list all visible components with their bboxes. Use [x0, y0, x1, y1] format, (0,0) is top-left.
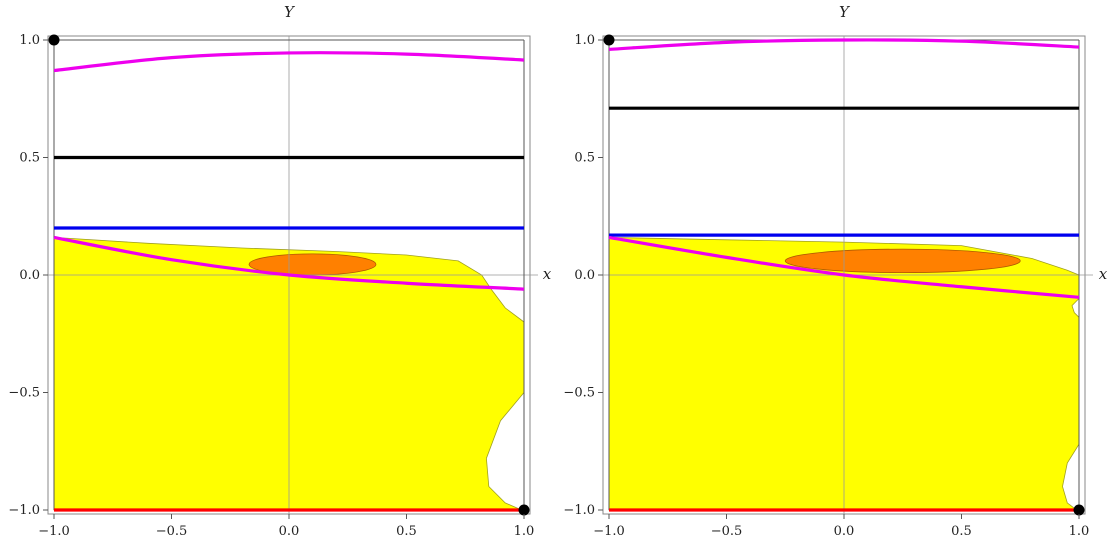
x-tick-label: 0.5: [951, 524, 972, 539]
y-axis-title: Y: [839, 3, 851, 21]
x-axis-title: x: [1099, 265, 1108, 283]
series-line: [608, 38, 1080, 51]
x-tick-label: 1.0: [514, 524, 535, 539]
region-orange: [784, 248, 1021, 274]
y-tick-label: 0.0: [19, 268, 40, 283]
x-tick-label: −0.5: [711, 524, 743, 539]
x-tick-label: 0.5: [396, 524, 417, 539]
chart-panel-left: −1.0 −0.5 0.0 0.5 1.0 −1.0 −0.5 0.0 0.5 1.0 Yx: [8, 3, 551, 539]
y-tick-label: 1.0: [574, 33, 595, 48]
chart-panel-right: −1.0 −0.5 0.0 0.5 1.0 −1.0 −0.5 0.0 0.5 1.0 Yx: [563, 3, 1107, 539]
x-tick-label: 0.0: [834, 524, 855, 539]
y-axis-title: Y: [284, 3, 296, 21]
y-tick-label: 0.5: [19, 151, 40, 166]
y-tick-label: −1.0: [563, 503, 595, 518]
y-tick-label: 0.0: [574, 268, 595, 283]
series-line: [53, 51, 525, 73]
y-tick-label: −0.5: [8, 386, 40, 401]
y-tick-label: 0.5: [574, 151, 595, 166]
y-tick-label: −1.0: [8, 503, 40, 518]
x-tick-label: −1.0: [38, 524, 70, 539]
series-line: [53, 235, 525, 291]
x-tick-label: 1.0: [1069, 524, 1090, 539]
y-tick-label: 1.0: [19, 33, 40, 48]
x-tick-label: −0.5: [156, 524, 188, 539]
y-tick-label: −0.5: [563, 386, 595, 401]
x-axis-title: x: [543, 265, 552, 283]
data-point: [603, 34, 615, 46]
data-point: [48, 34, 60, 46]
x-tick-label: 0.0: [279, 524, 300, 539]
data-point: [518, 504, 530, 516]
data-point: [1073, 504, 1085, 516]
series-line: [608, 235, 1080, 299]
x-tick-label: −1.0: [593, 524, 625, 539]
